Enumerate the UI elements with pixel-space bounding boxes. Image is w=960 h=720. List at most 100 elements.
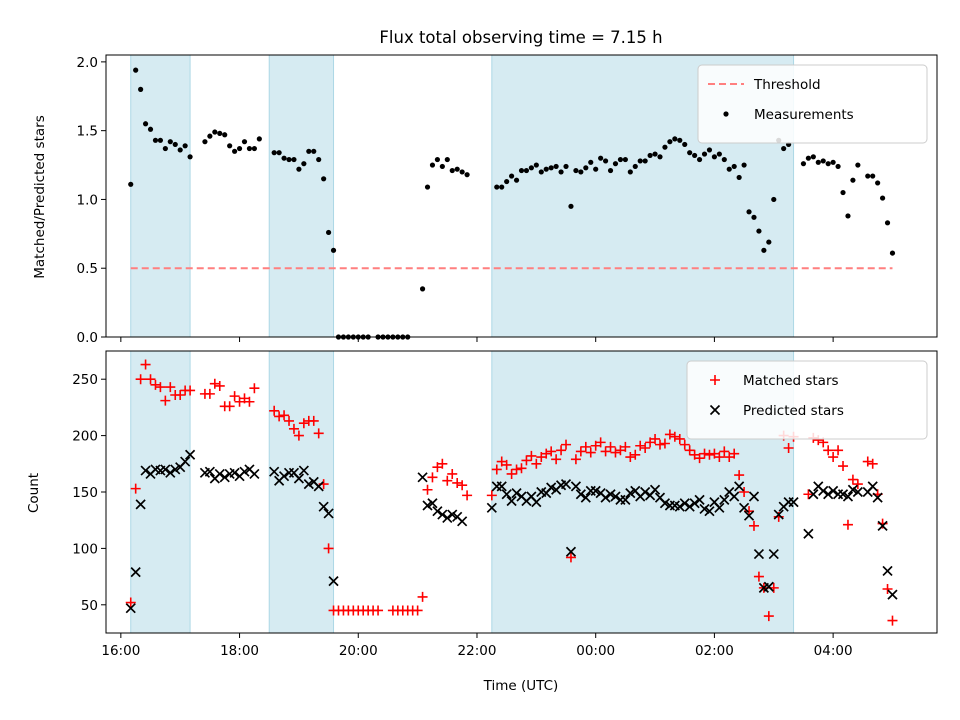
predicted-star-marker — [298, 465, 309, 476]
measurement-point — [157, 137, 164, 143]
measurement-point — [627, 169, 633, 175]
predicted-star-marker — [328, 576, 339, 587]
measurement-point — [330, 247, 337, 253]
predicted-star-marker — [610, 491, 621, 502]
predicted-star-marker — [323, 508, 334, 519]
matched-star-marker — [442, 475, 453, 486]
measurement-point — [301, 161, 307, 167]
matched-star-marker — [823, 445, 834, 456]
predicted-star-marker — [877, 520, 888, 531]
y-tick-label: 50 — [81, 598, 98, 614]
matched-star-marker — [655, 439, 665, 450]
matched-star-marker — [214, 380, 225, 391]
matched-star-marker — [546, 446, 557, 457]
x-tick-label: 22:00 — [458, 643, 497, 659]
measurement-point — [217, 130, 223, 137]
predicted-star-marker — [808, 489, 819, 500]
x-tick-label: 20:00 — [339, 643, 378, 659]
predicted-star-marker — [818, 485, 829, 496]
measurement-point — [276, 150, 282, 156]
predicted-star-marker — [704, 506, 715, 517]
predicted-star-marker — [511, 488, 522, 499]
measurement-point — [563, 163, 569, 170]
count-y-axis-label: Count — [26, 473, 42, 513]
matched-star-marker — [447, 468, 458, 479]
y-tick-label: 100 — [72, 541, 98, 557]
measurement-point — [325, 229, 332, 236]
predicted-star-marker — [293, 473, 305, 484]
matched-star-marker — [828, 452, 839, 463]
matched-star-marker — [313, 428, 324, 439]
predicted-star-marker — [763, 581, 774, 592]
y-tick-label: 1.5 — [77, 124, 98, 140]
predicted-star-marker — [640, 486, 651, 498]
measurement-point — [504, 178, 510, 185]
matched-star-marker — [135, 374, 146, 385]
matched-star-marker — [565, 552, 576, 563]
predicted-star-marker — [442, 512, 453, 524]
matched-star-marker — [867, 458, 878, 469]
measurement-point — [167, 139, 173, 145]
predicted-star-marker — [768, 548, 779, 560]
measurement-point — [578, 169, 584, 175]
predicted-star-marker — [689, 498, 700, 509]
measurement-point — [756, 228, 762, 234]
matched-star-marker — [244, 396, 255, 407]
matched-star-marker — [729, 448, 740, 459]
measurement-point — [721, 156, 727, 163]
legend-label: Measurements — [754, 107, 854, 123]
measurement-point — [825, 161, 831, 167]
predicted-star-marker — [269, 466, 280, 477]
measurement-point — [682, 141, 688, 148]
matched-star-marker — [640, 443, 651, 454]
measurement-point — [781, 145, 787, 152]
measurement-point — [815, 159, 821, 165]
matched-star-marker — [274, 411, 285, 422]
matched-star-marker — [610, 447, 621, 458]
chart-title: Flux total observing time = 7.15 h — [379, 28, 662, 47]
measurements-series — [128, 67, 896, 340]
matched-star-marker — [269, 405, 280, 416]
measurement-point — [251, 145, 257, 152]
predicted-star-marker — [580, 492, 591, 503]
legend: Matched stars Predicted stars — [686, 360, 928, 440]
predicted-star-marker — [447, 509, 458, 520]
measurement-point — [731, 163, 737, 170]
matched-star-marker — [506, 468, 517, 479]
y-tick-label: 0.5 — [77, 261, 98, 277]
predicted-star-marker — [803, 528, 814, 539]
count-panel: 50 100 150 200 250 16:00 18:00 20:00 22:00 00:00 0… — [72, 350, 938, 659]
matched-star-marker — [130, 483, 141, 494]
matched-star-marker — [229, 391, 240, 402]
predicted-star-marker — [719, 494, 730, 505]
measurement-point — [454, 166, 460, 172]
measurement-point — [889, 250, 896, 256]
matched-star-marker — [887, 615, 898, 626]
predicted-star-marker — [160, 464, 171, 475]
measurement-point — [568, 203, 574, 209]
matched-star-marker — [575, 446, 586, 457]
matched-star-marker — [204, 388, 215, 399]
measurement-point — [494, 184, 500, 190]
measurement-point — [652, 151, 658, 157]
matched-star-marker — [457, 480, 468, 491]
measurement-point — [771, 196, 777, 203]
predicted-star-marker — [887, 589, 898, 600]
legend-label: Predicted stars — [743, 403, 844, 419]
matched-star-marker — [279, 410, 290, 421]
predicted-star-marker — [882, 565, 893, 577]
predicted-star-marker — [565, 546, 577, 557]
predicted-star-marker — [239, 466, 250, 477]
measurement-point — [256, 136, 262, 142]
predicted-star-marker — [486, 502, 497, 513]
predicted-star-marker — [204, 466, 215, 477]
matched-star-marker — [630, 449, 641, 460]
predicted-star-marker — [457, 516, 468, 527]
predicted-star-marker — [743, 510, 755, 521]
predicted-star-marker — [867, 481, 878, 492]
predicted-star-marker — [773, 509, 784, 520]
measurement-point — [236, 145, 243, 152]
measurement-point — [830, 159, 836, 165]
matched-star-marker — [635, 440, 646, 451]
